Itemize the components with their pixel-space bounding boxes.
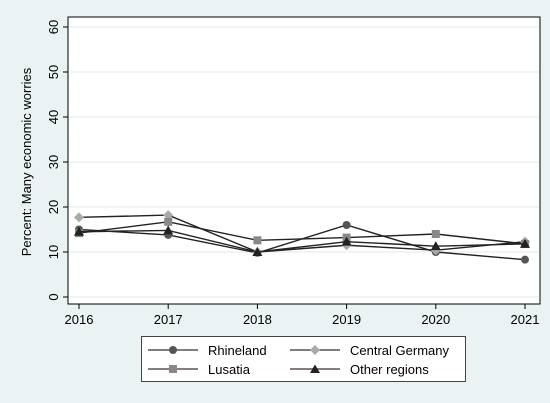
legend: Rhineland Central Germany Lusatia Other … <box>141 336 466 382</box>
data-point-rhineland <box>342 221 351 229</box>
legend-marker-rhineland <box>148 346 198 354</box>
data-point-lusatia <box>253 236 262 245</box>
data-point-central-germany <box>163 210 174 221</box>
legend-label-lusatia: Lusatia <box>208 361 250 377</box>
legend-marker-other-regions <box>290 364 340 373</box>
x-tick-label: 2016 <box>65 312 94 327</box>
data-point-lusatia <box>431 230 440 238</box>
data-point-other-regions <box>430 241 441 251</box>
legend-item-other-regions: Other regions <box>290 359 429 379</box>
grid-lines <box>69 26 539 298</box>
legend-label-other-regions: Other regions <box>350 361 429 377</box>
data-point-rhineland <box>521 255 529 264</box>
y-axis-label: Percent: Many economic worries <box>19 67 34 256</box>
y-tick-label: 30 <box>46 155 61 169</box>
series-line-central-germany <box>78 214 526 253</box>
y-tick-label: 0 <box>46 293 61 300</box>
legend-item-rhineland: Rhineland <box>148 340 267 360</box>
x-tick-label: 2021 <box>511 312 540 327</box>
series-line-other-regions <box>78 229 526 253</box>
series-group <box>74 210 530 264</box>
y-tick-label: 50 <box>46 65 61 79</box>
y-axis: 0 10 20 30 40 50 60 <box>46 20 68 301</box>
data-point-other-regions <box>252 247 263 256</box>
x-axis: 2016 2017 2018 2019 2020 2021 <box>65 304 540 327</box>
data-point-other-regions <box>74 226 84 236</box>
x-tick-label: 2020 <box>421 312 450 327</box>
y-tick-label: 10 <box>46 245 61 259</box>
legend-label-rhineland: Rhineland <box>208 342 267 358</box>
data-point-central-germany <box>74 212 84 223</box>
legend-marker-central-germany <box>290 345 340 355</box>
x-tick-label: 2017 <box>154 312 183 327</box>
legend-label-central-germany: Central Germany <box>350 342 449 358</box>
data-point-other-regions <box>163 225 174 235</box>
legend-item-central-germany: Central Germany <box>290 340 449 360</box>
plot-area <box>67 16 541 305</box>
series-line-lusatia <box>78 221 526 245</box>
y-tick-label: 60 <box>46 20 61 34</box>
data-point-lusatia <box>164 217 173 226</box>
data-point-other-regions <box>520 238 530 248</box>
y-tick-label: 40 <box>46 110 61 124</box>
x-tick-label: 2018 <box>243 312 272 327</box>
data-point-other-regions <box>341 236 352 246</box>
legend-marker-lusatia <box>148 365 198 373</box>
x-tick-label: 2019 <box>332 312 361 327</box>
legend-item-lusatia: Lusatia <box>148 359 250 379</box>
y-tick-label: 20 <box>46 200 61 214</box>
